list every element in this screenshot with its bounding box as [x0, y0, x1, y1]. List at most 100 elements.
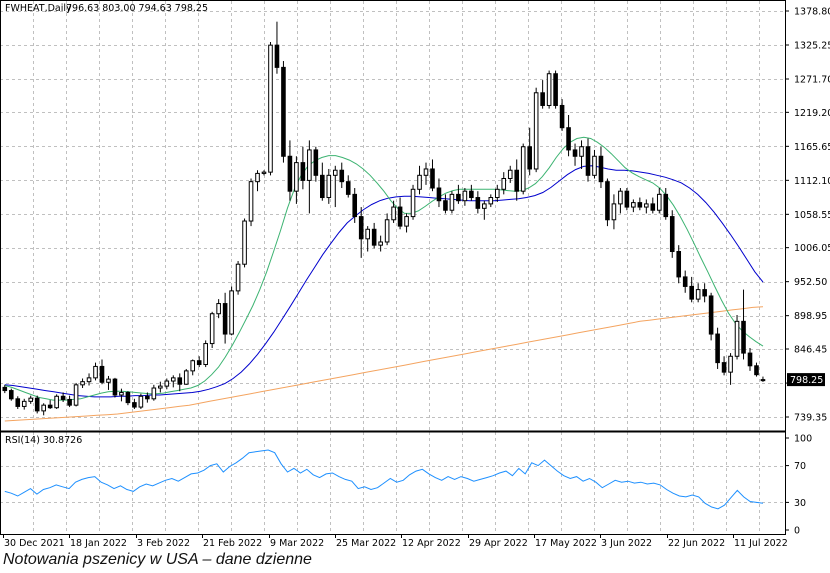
candle [86, 373, 92, 386]
candle-body [721, 362, 727, 373]
candle [242, 218, 247, 268]
candle [313, 146, 319, 182]
candle [138, 393, 144, 409]
candle-body [520, 146, 526, 192]
last-price-box: 798.25 [787, 373, 825, 387]
candle [93, 362, 98, 381]
candle [106, 375, 111, 390]
price-tick-label: 1325.25 [794, 41, 830, 52]
candle-body [436, 187, 442, 202]
candle-body [546, 73, 552, 106]
price-tick-label: 739.35 [794, 413, 827, 424]
candle [170, 375, 176, 388]
candle-body [391, 206, 396, 221]
candle [708, 292, 714, 341]
candle [456, 184, 461, 204]
candle [67, 395, 72, 408]
candle [384, 213, 390, 246]
candle-body [559, 104, 565, 129]
candle [514, 159, 520, 201]
candle [533, 87, 539, 173]
candle-body [274, 44, 280, 68]
candle [702, 283, 707, 303]
candle-body [145, 395, 150, 400]
candle-body [644, 203, 649, 208]
candle-body [378, 241, 383, 246]
candle-body [650, 203, 656, 211]
candle-body [229, 290, 234, 335]
candle-body [501, 177, 507, 190]
candle-body [287, 155, 293, 192]
candle [676, 245, 682, 284]
candle [631, 199, 636, 213]
candle [404, 213, 409, 233]
candle-body [585, 146, 591, 176]
candle [209, 311, 215, 349]
candle [540, 80, 545, 109]
candle-body [553, 73, 558, 106]
candle [21, 398, 27, 410]
rsi-tick-label: 100 [794, 434, 812, 445]
candle [255, 170, 260, 192]
candle-body [579, 146, 584, 157]
candle [2, 384, 8, 394]
price-tick-label: 1219.20 [794, 108, 830, 119]
candle [8, 388, 14, 401]
candle-body [209, 313, 215, 345]
candle-body [734, 320, 740, 357]
chart-caption: Notowania pszenicy w USA – dane dzienne [3, 551, 312, 568]
candle-body [151, 387, 157, 400]
candle [268, 41, 273, 176]
candle [592, 149, 597, 179]
candle [507, 165, 513, 183]
candle [332, 165, 338, 208]
date-tick-label: 21 Feb 2022 [203, 538, 262, 549]
rsi-grid [0, 432, 785, 534]
date-tick-label: 22 Jun 2022 [668, 538, 725, 549]
candle-body [371, 228, 377, 246]
candle [618, 188, 623, 214]
candle-body [384, 219, 390, 243]
candle [112, 377, 118, 398]
candle-body [164, 380, 170, 387]
candle [644, 199, 649, 214]
ohlc-label: 796.63 803.00 794.63 798.25 [66, 3, 208, 14]
candle-body [196, 360, 202, 366]
candle [261, 170, 267, 176]
candle [469, 184, 474, 201]
candles [2, 21, 766, 416]
candle [80, 378, 85, 389]
candle [345, 175, 351, 198]
date-tick-label: 11 Jul 2022 [734, 538, 788, 549]
candle-body [462, 190, 468, 202]
candle-body [423, 168, 429, 176]
candle-body [313, 149, 319, 176]
candle [99, 359, 105, 385]
candle [546, 70, 552, 109]
candle-body [663, 193, 669, 218]
candle [689, 276, 694, 303]
candle-body [106, 378, 111, 383]
candle-body [605, 181, 610, 221]
candle-body [449, 193, 455, 211]
date-tick-label: 18 Jan 2022 [70, 538, 127, 549]
candle-body [54, 395, 59, 409]
candle-body [430, 168, 435, 189]
candle-body [216, 303, 221, 315]
candle [358, 207, 364, 258]
price-tick-label: 952.50 [794, 277, 827, 288]
candle-body [294, 162, 299, 192]
candle [294, 156, 299, 204]
candle [28, 395, 34, 404]
candle-body [15, 398, 21, 407]
candle-body [158, 385, 163, 389]
candle [553, 70, 558, 109]
candle [417, 165, 422, 195]
rsi-tick-label: 70 [794, 461, 806, 472]
date-tick-label: 25 Mar 2022 [336, 538, 396, 549]
candle-body [417, 174, 422, 190]
candle-body [248, 181, 254, 222]
candle-body [676, 251, 682, 278]
candle-body [410, 188, 416, 218]
candle [436, 178, 442, 208]
